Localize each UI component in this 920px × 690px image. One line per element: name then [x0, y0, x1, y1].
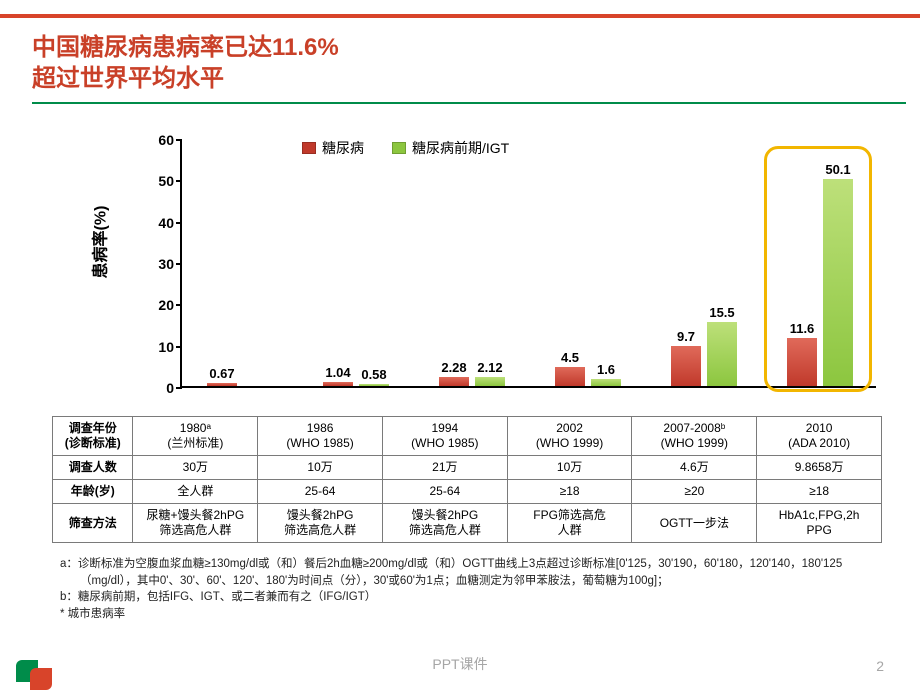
bar-group: 9.715.5	[649, 138, 759, 386]
table-cell: 全人群	[133, 480, 258, 504]
bar: 2.12	[475, 138, 505, 386]
bar: 2.28	[439, 138, 469, 386]
row-header: 调查人数	[53, 456, 133, 480]
bar: 1.6	[591, 138, 621, 386]
y-axis-label: 患病率(%)	[86, 206, 110, 279]
table-cell: 4.6万	[632, 456, 757, 480]
table-cell: 25-64	[258, 480, 383, 504]
table-cell: 2007-2008ᵇ(WHO 1999)	[632, 417, 757, 456]
prevalence-bar-chart: 患病率(%) 0102030405060 糖尿病 糖尿病前期/IGT 0.671…	[120, 140, 880, 410]
table-cell: 30万	[133, 456, 258, 480]
footnotes: a：诊断标准为空腹血浆血糖≥130mg/dl或（和）餐后2h血糖≥200mg/d…	[60, 556, 880, 623]
row-header: 筛查方法	[53, 504, 133, 543]
table-cell: OGTT一步法	[632, 504, 757, 543]
table-cell: 1986(WHO 1985)	[258, 417, 383, 456]
title-underline	[32, 102, 906, 104]
decor-corner-red	[30, 668, 52, 690]
table-cell: 21万	[382, 456, 507, 480]
bar-group: 2.282.12	[417, 138, 527, 386]
table-cell: 9.8658万	[757, 456, 882, 480]
bar: 4.5	[555, 138, 585, 386]
study-details-table: 调查年份(诊断标准)1980ᵃ(兰州标准)1986(WHO 1985)1994(…	[52, 416, 882, 543]
table-cell: 馒头餐2hPG筛选高危人群	[258, 504, 383, 543]
y-axis-ticks: 0102030405060	[136, 140, 176, 388]
table-cell: 尿糖+馒头餐2hPG筛选高危人群	[133, 504, 258, 543]
highlight-box	[764, 146, 872, 392]
bar-group: 0.67	[185, 138, 295, 386]
table-row: 筛查方法尿糖+馒头餐2hPG筛选高危人群馒头餐2hPG筛选高危人群馒头餐2hPG…	[53, 504, 882, 543]
chart-plot-area: 糖尿病 糖尿病前期/IGT 0.671.040.582.282.124.51.6…	[180, 140, 876, 388]
table-row: 年龄(岁)全人群25-6425-64≥18≥20≥18	[53, 480, 882, 504]
bar-group: 1.040.58	[301, 138, 411, 386]
table-cell: ≥18	[507, 480, 632, 504]
footer-center-label: PPT课件	[432, 654, 487, 674]
page-number: 2	[876, 658, 884, 674]
table-cell: HbA1c,FPG,2hPPG	[757, 504, 882, 543]
bar: 9.7	[671, 138, 701, 386]
bar: 15.5	[707, 138, 737, 386]
table-cell: 25-64	[382, 480, 507, 504]
table-cell: 10万	[507, 456, 632, 480]
row-header: 年龄(岁)	[53, 480, 133, 504]
bar: 1.04	[323, 138, 353, 386]
bar	[243, 138, 273, 386]
table-cell: 馒头餐2hPG筛选高危人群	[382, 504, 507, 543]
table-row: 调查人数30万10万21万10万4.6万9.8658万	[53, 456, 882, 480]
table-row: 调查年份(诊断标准)1980ᵃ(兰州标准)1986(WHO 1985)1994(…	[53, 417, 882, 456]
footnote-b: b：糖尿病前期，包括IFG、IGT、或二者兼而有之（IFG/IGT）	[60, 589, 880, 606]
table-cell: ≥20	[632, 480, 757, 504]
bar: 0.67	[207, 138, 237, 386]
row-header: 调查年份(诊断标准)	[53, 417, 133, 456]
top-accent-stripe	[0, 14, 920, 18]
table-cell: 1980ᵃ(兰州标准)	[133, 417, 258, 456]
table-cell: ≥18	[757, 480, 882, 504]
footnote-a: a：诊断标准为空腹血浆血糖≥130mg/dl或（和）餐后2h血糖≥200mg/d…	[60, 556, 880, 589]
table-cell: 2002(WHO 1999)	[507, 417, 632, 456]
table-cell: FPG筛选高危人群	[507, 504, 632, 543]
footnote-c: * 城市患病率	[60, 606, 880, 623]
table-cell: 2010(ADA 2010)	[757, 417, 882, 456]
bar-group: 4.51.6	[533, 138, 643, 386]
slide-title: 中国糖尿病患病率已达11.6%超过世界平均水平	[32, 32, 339, 94]
table-cell: 1994(WHO 1985)	[382, 417, 507, 456]
table-cell: 10万	[258, 456, 383, 480]
bar: 0.58	[359, 138, 389, 386]
